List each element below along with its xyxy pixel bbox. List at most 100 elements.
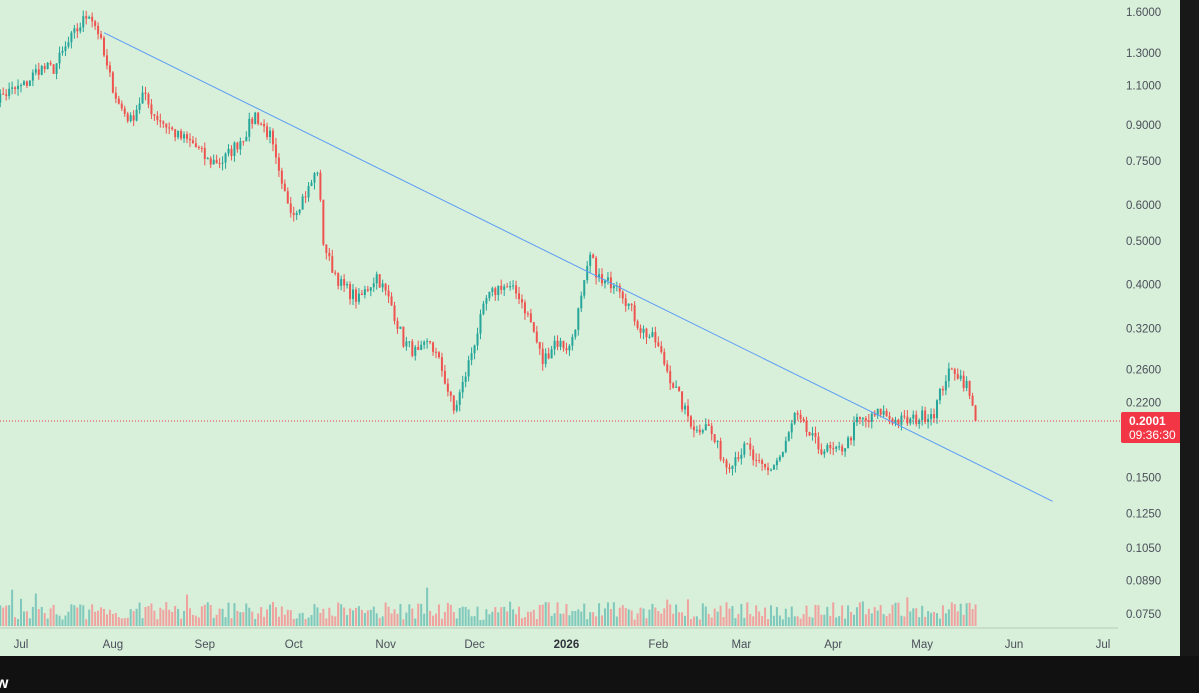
candle-body: [695, 429, 698, 431]
volume-bar: [334, 616, 337, 626]
volume-bar: [675, 604, 678, 626]
candle-body: [769, 469, 772, 471]
chart-area[interactable]: 1.6000 1.3000 1.1000 0.9000 0.7500 0.6000 0.50…: [0, 0, 1180, 656]
volume-bar: [523, 617, 526, 626]
candle-body: [203, 148, 206, 159]
volume-bar: [897, 602, 900, 626]
candle-body: [464, 376, 467, 382]
candle-body: [746, 443, 749, 445]
volume-bar: [248, 607, 251, 626]
trendline[interactable]: [103, 32, 1053, 502]
volume-bar: [686, 599, 689, 626]
candle-body: [947, 368, 950, 382]
time-tick-label: Jul: [14, 639, 29, 651]
candle-body: [245, 136, 248, 142]
candle-body: [832, 448, 835, 450]
candle-body: [775, 460, 778, 466]
volume-bar: [764, 607, 767, 626]
candle-body: [271, 130, 274, 145]
candle-body: [449, 391, 452, 396]
candle-body: [369, 287, 372, 291]
time-axis[interactable]: Jul Aug Sep Oct Nov Dec 2026 Feb Mar Apr May Jun Jul: [0, 627, 1118, 651]
price-tick-label: 0.1250: [1126, 509, 1161, 521]
candle-body: [764, 463, 767, 468]
candle-body: [239, 141, 242, 150]
right-edge-strip: [1180, 0, 1199, 656]
candle-body: [633, 305, 636, 322]
volume-bar: [577, 609, 580, 626]
volume-bar: [40, 606, 43, 626]
candle-body: [153, 114, 156, 116]
candle-body: [298, 209, 301, 214]
candle-body: [488, 291, 491, 299]
last-price-value: 0.2001: [1129, 413, 1166, 428]
candle-body: [414, 346, 417, 356]
candle-body: [31, 72, 34, 81]
candle-body: [337, 273, 340, 286]
time-tick-label: Feb: [648, 639, 668, 651]
candle-body: [363, 289, 366, 295]
volume-bar: [343, 607, 346, 626]
volume-bar: [592, 612, 595, 626]
candle-body: [387, 290, 390, 297]
candle-body: [725, 460, 728, 468]
volume-bar: [103, 608, 106, 626]
volume-bar: [485, 609, 488, 626]
candle-body: [91, 16, 94, 22]
candle-body: [603, 280, 606, 284]
candle-body: [458, 392, 461, 405]
volume-bar: [286, 609, 289, 626]
volume-bar: [363, 613, 366, 626]
candle-body: [49, 62, 52, 65]
candle-body: [440, 357, 443, 371]
volume-bar: [147, 606, 150, 626]
time-tick-label: Oct: [285, 639, 304, 651]
volume-bar: [704, 606, 707, 626]
volume-bar: [411, 608, 414, 626]
candle-body: [159, 120, 162, 122]
candle-body: [188, 138, 191, 141]
candle-body: [909, 418, 912, 424]
volume-bar: [630, 610, 633, 626]
volume-bar: [408, 604, 411, 626]
price-axis[interactable]: 1.6000 1.3000 1.1000 0.9000 0.7500 0.6000 0.50…: [1126, 7, 1161, 621]
candle-body: [944, 381, 947, 391]
candle-body: [675, 386, 678, 388]
candle-body: [435, 351, 438, 353]
volume-bar: [553, 613, 556, 626]
candle-body: [349, 284, 352, 300]
candle-body: [882, 410, 885, 415]
volume-bar: [435, 613, 438, 626]
candle-body: [657, 342, 660, 347]
candle-body: [194, 143, 197, 147]
volume-bar: [340, 604, 343, 626]
candle-body: [941, 388, 944, 391]
candle-body: [209, 158, 212, 165]
volume-bar: [420, 603, 423, 626]
volume-bar: [482, 619, 485, 626]
volume-bar: [535, 619, 538, 626]
candle-body: [114, 92, 117, 99]
volume-bar: [230, 618, 233, 626]
volume-bar: [645, 618, 648, 626]
candle-body: [577, 308, 580, 330]
candle-body: [105, 55, 108, 66]
candle-body: [716, 440, 719, 443]
volume-bar: [58, 615, 61, 626]
candle-body: [197, 146, 200, 148]
candle-body: [885, 410, 888, 417]
candle-body: [396, 320, 399, 329]
volume-bar: [752, 616, 755, 626]
volume-bar: [698, 619, 701, 626]
candle-body: [215, 159, 218, 164]
volume-bar: [663, 608, 666, 626]
price-chart[interactable]: 1.6000 1.3000 1.1000 0.9000 0.7500 0.6000 0.50…: [0, 0, 1180, 656]
volume-bar: [601, 615, 604, 626]
volume-bar: [740, 603, 743, 626]
volume-bar: [938, 618, 941, 626]
candle-body: [283, 183, 286, 192]
price-tick-label: 0.0750: [1126, 609, 1161, 621]
volume-bar: [568, 615, 571, 626]
volume-bar: [298, 613, 301, 626]
candle-body: [678, 386, 681, 392]
